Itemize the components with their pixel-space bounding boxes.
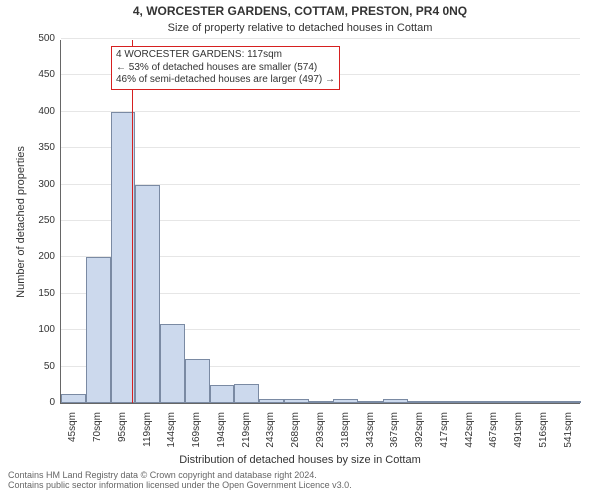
bar: [259, 399, 284, 403]
reference-line: [132, 40, 133, 403]
y-tick-label: 150: [38, 289, 61, 299]
x-axis-label: Distribution of detached houses by size …: [0, 454, 600, 466]
annotation-box: 4 WORCESTER GARDENS: 117sqm← 53% of deta…: [111, 46, 340, 90]
x-tick-label: 392sqm: [415, 408, 425, 448]
x-tick-label: 119sqm: [143, 408, 153, 447]
y-tick-label: 100: [38, 325, 61, 335]
y-tick-label: 0: [49, 398, 61, 408]
plot-area: 05010015020025030035040045050045sqm70sqm…: [60, 40, 580, 404]
chart-title: 4, WORCESTER GARDENS, COTTAM, PRESTON, P…: [0, 4, 600, 18]
bar: [135, 185, 160, 403]
bar: [210, 385, 235, 403]
x-tick-label: 417sqm: [440, 408, 450, 448]
x-tick-label: 144sqm: [167, 408, 177, 448]
bar: [358, 401, 383, 403]
x-tick-label: 367sqm: [390, 408, 400, 448]
x-tick-label: 491sqm: [514, 408, 524, 448]
x-tick-label: 343sqm: [366, 408, 376, 448]
bar: [507, 401, 532, 403]
bar: [556, 401, 581, 403]
x-tick-label: 516sqm: [539, 408, 549, 448]
bar: [234, 384, 259, 403]
bar: [61, 394, 86, 403]
figure: 4, WORCESTER GARDENS, COTTAM, PRESTON, P…: [0, 0, 600, 500]
x-tick-label: 95sqm: [118, 408, 128, 442]
footer-line: Contains public sector information licen…: [8, 480, 352, 490]
attribution-footer: Contains HM Land Registry data © Crown c…: [8, 470, 352, 490]
x-tick-label: 219sqm: [242, 408, 252, 448]
bar: [284, 399, 309, 403]
bar: [309, 401, 334, 403]
bar: [160, 324, 185, 403]
bar: [333, 399, 358, 403]
y-tick-label: 250: [38, 216, 61, 226]
x-tick-label: 442sqm: [465, 408, 475, 448]
x-tick-label: 541sqm: [564, 408, 574, 448]
annotation-line: 4 WORCESTER GARDENS: 117sqm: [116, 49, 335, 62]
x-tick-label: 268sqm: [291, 408, 301, 448]
gridline: [61, 147, 580, 148]
y-tick-label: 500: [38, 34, 61, 44]
bar: [86, 257, 111, 403]
bar: [482, 401, 507, 403]
chart-subtitle: Size of property relative to detached ho…: [0, 22, 600, 34]
annotation-line: 46% of semi-detached houses are larger (…: [116, 74, 335, 87]
y-tick-label: 450: [38, 70, 61, 80]
bar: [185, 359, 210, 403]
y-tick-label: 200: [38, 252, 61, 262]
gridline: [61, 111, 580, 112]
y-tick-label: 50: [44, 362, 61, 372]
y-tick-label: 300: [38, 180, 61, 190]
x-tick-label: 467sqm: [489, 408, 499, 448]
x-tick-label: 293sqm: [316, 408, 326, 448]
bar: [432, 401, 457, 403]
bar: [457, 401, 482, 403]
y-axis-label: Number of detached properties: [16, 40, 27, 404]
gridline: [61, 38, 580, 39]
x-tick-label: 70sqm: [93, 408, 103, 442]
bar: [531, 401, 556, 403]
annotation-line: ← 53% of detached houses are smaller (57…: [116, 62, 335, 75]
y-tick-label: 350: [38, 143, 61, 153]
bar: [383, 399, 408, 403]
y-tick-label: 400: [38, 107, 61, 117]
x-tick-label: 194sqm: [217, 408, 227, 448]
x-tick-label: 243sqm: [266, 408, 276, 448]
x-tick-label: 45sqm: [68, 408, 78, 442]
bar: [408, 401, 433, 403]
footer-line: Contains HM Land Registry data © Crown c…: [8, 470, 352, 480]
x-tick-label: 318sqm: [341, 408, 351, 448]
x-tick-label: 169sqm: [192, 408, 202, 448]
